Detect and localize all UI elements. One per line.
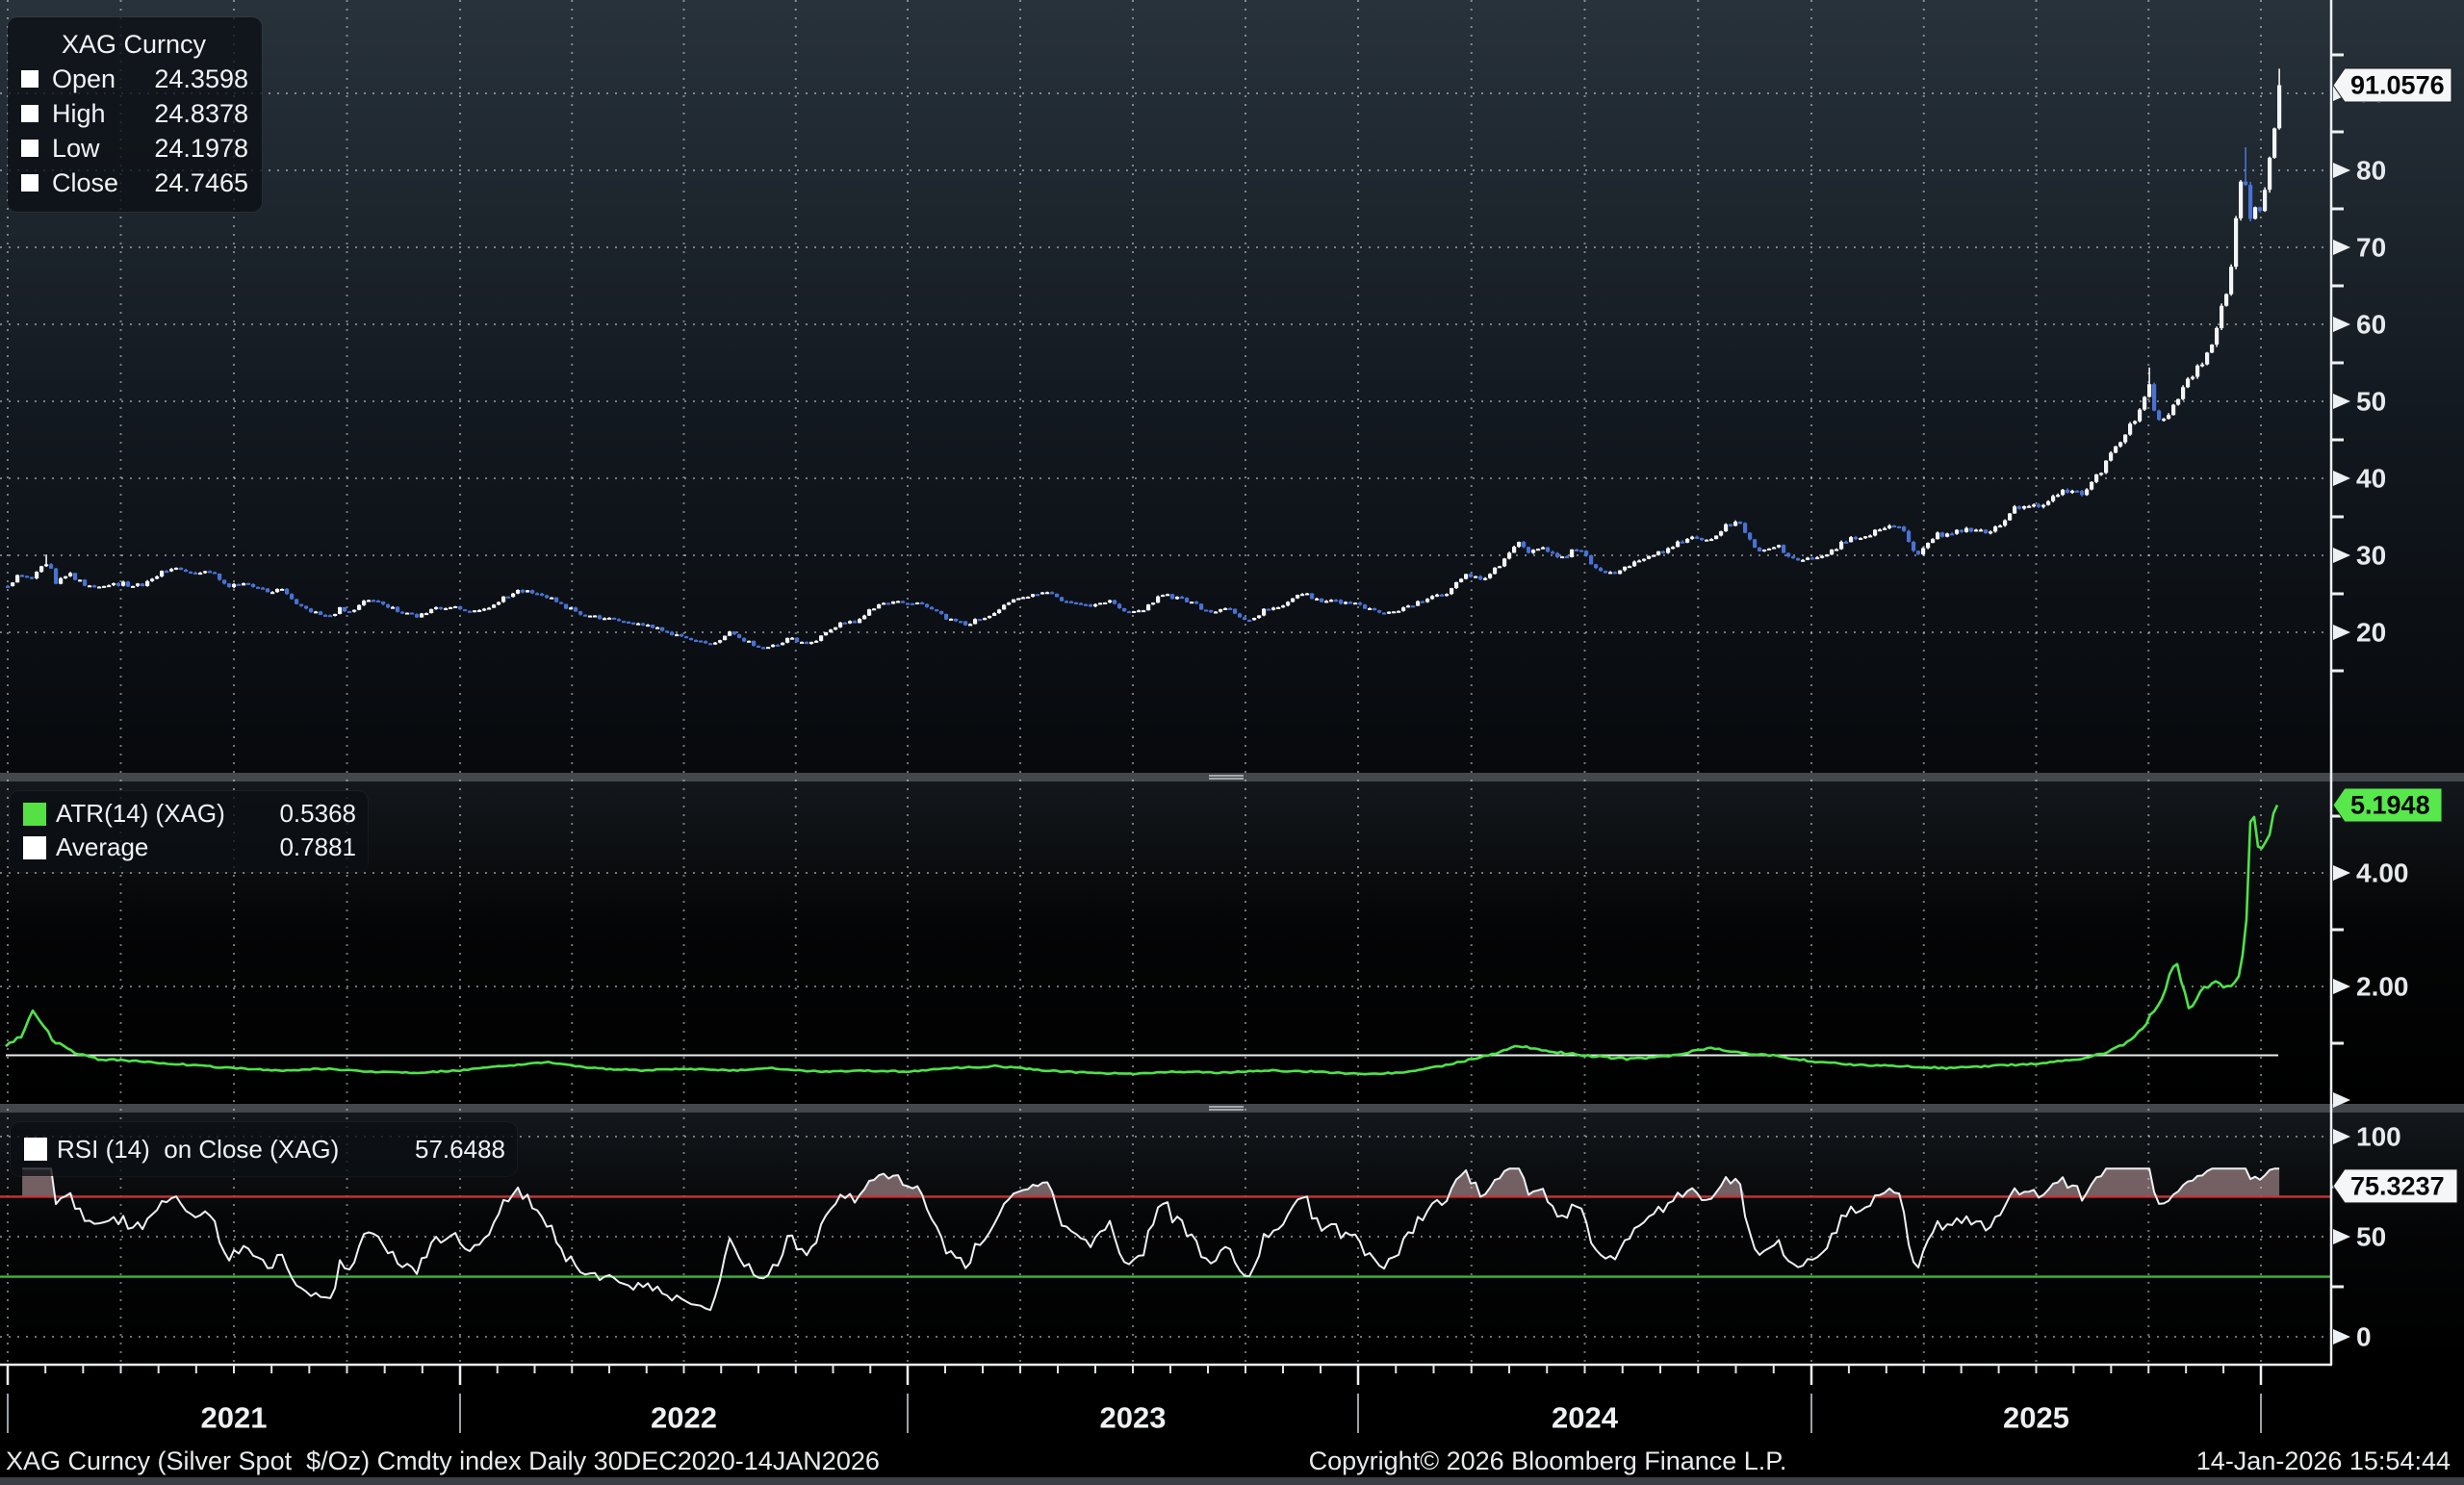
price-pane[interactable] (0, 0, 2464, 773)
y-tick-label: 50 (2356, 387, 2386, 417)
security-title: XAG Curncy (21, 27, 248, 62)
average-value: 0.7881 (279, 831, 356, 864)
panel-divider[interactable] (0, 773, 2464, 781)
open-value: 24.3598 (154, 62, 248, 96)
high-value: 24.8378 (154, 96, 248, 131)
rsi-swatch-icon (24, 1138, 47, 1161)
legend-row-close: Close 24.7465 (21, 166, 248, 200)
atr-swatch-icon (23, 803, 46, 826)
legend-row-open: Open 24.3598 (21, 62, 248, 96)
y-tick-label: 70 (2356, 233, 2386, 263)
rsi-legend[interactable]: RSI (14) on Close (XAG) 57.6488 (11, 1122, 517, 1176)
y-tick-label: 50 (2356, 1222, 2386, 1252)
average-swatch-icon (23, 836, 46, 859)
close-label: Close (52, 166, 154, 200)
atr-label: ATR(14) (XAG) (56, 797, 279, 831)
chart-description: XAG Curncy (Silver Spot $/Oz) Cmdty inde… (6, 1444, 880, 1478)
y-tick-label: 20 (2356, 618, 2386, 648)
close-swatch-icon (21, 174, 38, 192)
x-axis-year-label: 2022 (651, 1401, 717, 1435)
y-tick-label: 0 (2356, 1322, 2372, 1352)
open-swatch-icon (21, 70, 38, 88)
low-value: 24.1978 (154, 131, 248, 166)
average-label: Average (56, 831, 279, 864)
atr-legend[interactable]: ATR(14) (XAG) 0.5368 Average 0.7881 (10, 791, 368, 872)
y-tick-label: 30 (2356, 541, 2386, 571)
x-axis-year-label: 2021 (201, 1401, 268, 1435)
bottom-strip (0, 1477, 2464, 1485)
y-tick-label: 100 (2356, 1122, 2401, 1152)
bloomberg-chart-window: { "chart": { "ohlc_legend": { "title": "… (0, 0, 2464, 1485)
last-atr-marker-text: 5.1948 (2350, 791, 2430, 820)
legend-row-high: High 24.8378 (21, 96, 248, 131)
x-axis-year-label: 2023 (1100, 1401, 1167, 1435)
ohlc-legend[interactable]: XAG Curncy Open 24.3598 High 24.8378 Low… (8, 17, 262, 212)
timestamp: 14-Jan-2026 15:54:44 (2196, 1444, 2451, 1478)
low-label: Low (52, 131, 154, 166)
x-axis-year-label: 2024 (1552, 1401, 1619, 1435)
low-swatch-icon (21, 140, 38, 157)
copyright-notice: Copyright© 2026 Bloomberg Finance L.P. (1309, 1444, 1787, 1478)
open-label: Open (52, 62, 154, 96)
legend-row-rsi: RSI (14) on Close (XAG) 57.6488 (24, 1132, 505, 1166)
last-rsi-marker-text: 75.3237 (2350, 1171, 2445, 1200)
atr-value: 0.5368 (279, 797, 356, 831)
y-tick-label: 2.00 (2356, 972, 2409, 1002)
high-label: High (52, 96, 154, 131)
y-tick-label: 60 (2356, 310, 2386, 340)
high-swatch-icon (21, 105, 38, 122)
last-price-marker-text: 91.0576 (2350, 71, 2445, 100)
legend-row-average: Average 0.7881 (23, 831, 356, 864)
rsi-label: RSI (14) on Close (XAG) (57, 1132, 401, 1166)
close-value: 24.7465 (154, 166, 248, 200)
rsi-value: 57.6488 (415, 1132, 505, 1166)
y-tick-label: 40 (2356, 464, 2386, 494)
chart-canvas[interactable]: 2021202220232024202590807060504030204.00… (0, 0, 2464, 1485)
legend-row-atr: ATR(14) (XAG) 0.5368 (23, 797, 356, 831)
y-tick-label: 80 (2356, 156, 2386, 186)
legend-row-low: Low 24.1978 (21, 131, 248, 166)
x-axis-year-label: 2025 (2003, 1401, 2069, 1435)
y-tick-label: 4.00 (2356, 858, 2409, 888)
panel-divider[interactable] (0, 1104, 2464, 1113)
